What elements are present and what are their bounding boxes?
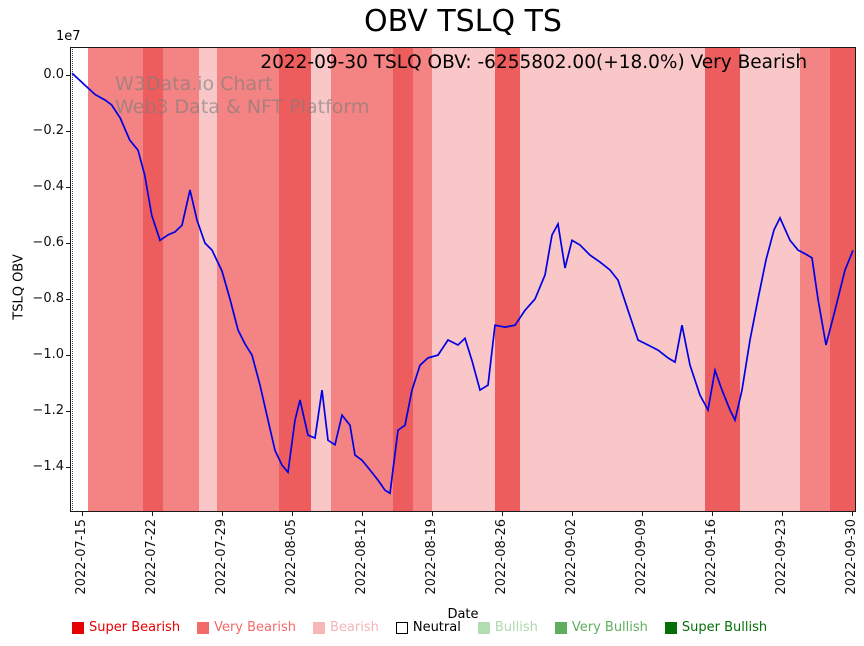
sentiment-band-very-bearish bbox=[87, 47, 143, 512]
obv-line-chart bbox=[71, 72, 854, 495]
x-tick-mark bbox=[82, 512, 84, 516]
x-tick-mark bbox=[501, 512, 503, 516]
sentiment-band-super-bearish bbox=[494, 47, 520, 512]
y-tick-label: −0.4 bbox=[32, 179, 64, 195]
legend-swatch bbox=[554, 621, 567, 634]
x-tick-label: 2022-09-23 bbox=[774, 519, 790, 595]
legend-item-super-bullish: Super Bullish bbox=[664, 620, 768, 635]
legend-swatch bbox=[664, 621, 677, 634]
sentiment-band-bearish bbox=[739, 47, 800, 512]
sentiment-band-bearish bbox=[519, 47, 705, 512]
x-tick-label: 2022-09-09 bbox=[633, 519, 649, 595]
x-tick-label: 2022-09-30 bbox=[843, 519, 859, 595]
y-tick-mark bbox=[66, 299, 70, 301]
sentiment-band-super-bearish bbox=[143, 47, 163, 512]
sentiment-band-bearish bbox=[310, 47, 332, 512]
legend-swatch bbox=[197, 621, 210, 634]
chart-title: OBV TSLQ TS bbox=[364, 4, 562, 39]
sentiment-band-very-bearish bbox=[162, 47, 199, 512]
y-tick-label: −1.4 bbox=[32, 459, 64, 475]
legend-label: Bearish bbox=[329, 620, 379, 635]
x-tick-label: 2022-08-19 bbox=[424, 519, 440, 595]
y-tick-label: −1.2 bbox=[32, 403, 64, 419]
x-axis-title: Date bbox=[447, 607, 479, 622]
y-tick-mark bbox=[66, 467, 70, 469]
legend-item-very-bullish: Very Bullish bbox=[554, 620, 648, 635]
y-tick-mark bbox=[66, 411, 70, 413]
y-tick-label: −0.2 bbox=[32, 123, 64, 139]
y-tick-mark bbox=[66, 187, 70, 189]
y-axis-offset-label: 1e7 bbox=[56, 29, 81, 44]
legend-label: Very Bearish bbox=[214, 620, 296, 635]
y-tick-mark bbox=[66, 243, 70, 245]
legend-label: Super Bearish bbox=[89, 620, 181, 635]
x-tick-label: 2022-08-12 bbox=[353, 519, 369, 595]
sentiment-band-super-bearish bbox=[705, 47, 740, 512]
x-tick-label: 2022-08-05 bbox=[283, 519, 299, 595]
legend-label: Neutral bbox=[412, 620, 461, 635]
y-tick-mark bbox=[66, 131, 70, 133]
legend-label: Super Bullish bbox=[681, 620, 768, 635]
x-tick-mark bbox=[851, 512, 853, 516]
watermark-line1: W3Data.io Chart bbox=[115, 73, 273, 95]
y-tick-label: −0.8 bbox=[32, 291, 64, 307]
x-tick-mark bbox=[291, 512, 293, 516]
sentiment-band-very-bearish bbox=[413, 47, 433, 512]
legend-item-bullish: Bullish bbox=[477, 620, 538, 635]
legend-item-bearish: Bearish bbox=[312, 620, 379, 635]
sentiment-band-very-bearish bbox=[216, 47, 279, 512]
legend-item-neutral: Neutral bbox=[395, 620, 461, 635]
y-tick-label: −0.6 bbox=[32, 235, 64, 251]
x-tick-label: 2022-08-26 bbox=[493, 519, 509, 595]
x-tick-mark bbox=[572, 512, 574, 516]
x-tick-label: 2022-07-29 bbox=[214, 519, 229, 595]
annotation-text: 2022-09-30 TSLQ OBV: -6255802.00(+18.0%)… bbox=[260, 52, 808, 73]
watermark-line2: Web3 Data & NFT Platform bbox=[115, 96, 370, 118]
plot-area: W3Data.io Chart Web3 Data & NFT Platform… bbox=[70, 47, 856, 512]
watermark: W3Data.io Chart Web3 Data & NFT Platform bbox=[115, 73, 369, 119]
x-tick-label: 2022-09-16 bbox=[704, 519, 719, 595]
y-tick-label: 0.0 bbox=[43, 67, 64, 82]
sentiment-band-super-bearish bbox=[393, 47, 413, 512]
legend-swatch bbox=[395, 621, 408, 634]
x-tick-mark bbox=[361, 512, 363, 516]
x-tick-label: 2022-09-02 bbox=[564, 519, 580, 595]
sentiment-band-very-bearish bbox=[331, 47, 394, 512]
x-tick-label: 2022-07-22 bbox=[143, 519, 159, 595]
y-tick-label: −1.0 bbox=[32, 347, 64, 363]
y-axis-title: TSLQ OBV bbox=[11, 254, 27, 320]
sentiment-band-bearish bbox=[432, 47, 495, 512]
legend: Super Bearish Very Bearish Bearish Neutral B… bbox=[72, 620, 767, 635]
obv-line bbox=[71, 72, 854, 495]
x-tick-mark bbox=[712, 512, 713, 516]
y-tick-mark bbox=[66, 75, 70, 76]
legend-label: Bullish bbox=[494, 620, 538, 635]
x-tick-mark bbox=[782, 512, 784, 516]
legend-swatch bbox=[72, 621, 84, 634]
x-tick-label: 2022-07-15 bbox=[74, 519, 90, 595]
x-tick-mark bbox=[432, 512, 434, 516]
legend-item-super-bearish: Super Bearish bbox=[72, 620, 180, 635]
x-tick-mark bbox=[641, 512, 643, 516]
sentiment-band-super-bearish bbox=[278, 47, 311, 512]
legend-swatch bbox=[477, 621, 490, 634]
legend-swatch bbox=[312, 621, 325, 634]
sentiment-band-bearish bbox=[198, 47, 217, 512]
legend-label: Very Bullish bbox=[571, 620, 648, 635]
y-tick-mark bbox=[66, 355, 70, 357]
x-tick-mark bbox=[222, 512, 223, 516]
dotted-start-line bbox=[72, 47, 73, 512]
legend-item-very-bearish: Very Bearish bbox=[197, 620, 296, 635]
x-tick-mark bbox=[151, 512, 153, 516]
